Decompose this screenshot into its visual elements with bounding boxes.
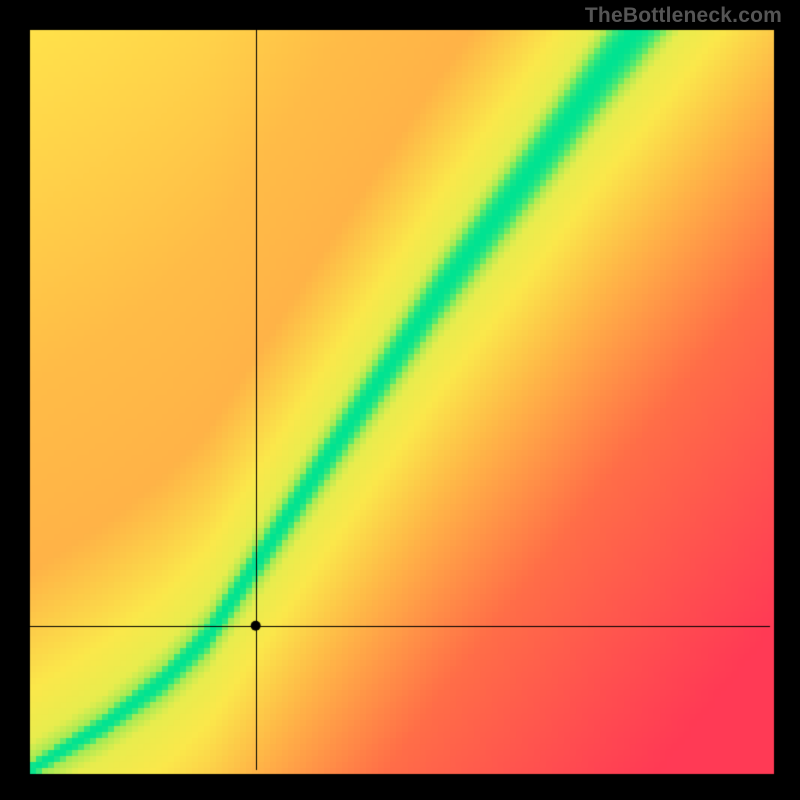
chart-container: TheBottleneck.com: [0, 0, 800, 800]
watermark-text: TheBottleneck.com: [585, 4, 782, 28]
bottleneck-heatmap: [0, 0, 800, 800]
